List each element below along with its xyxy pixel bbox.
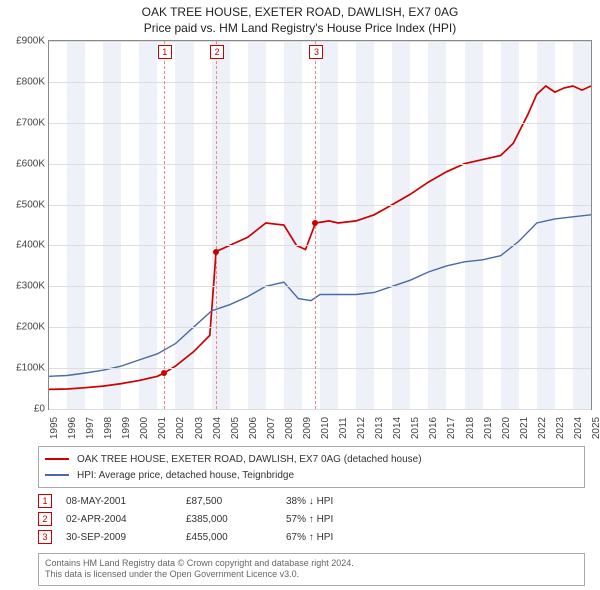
marker-table-date: 02-APR-2004	[66, 514, 186, 525]
x-tick-label: 2022	[537, 417, 548, 439]
chart-container: OAK TREE HOUSE, EXETER ROAD, DAWLISH, EX…	[0, 0, 600, 590]
title-line2: Price paid vs. HM Land Registry's House …	[0, 20, 600, 36]
y-tick-label: £400K	[3, 240, 45, 251]
gridline-h	[49, 286, 591, 287]
marker-table-num: 2	[38, 512, 52, 526]
y-tick-label: £100K	[3, 363, 45, 374]
footer-note: Contains HM Land Registry data © Crown c…	[38, 553, 585, 586]
x-tick-label: 2025	[591, 417, 600, 439]
x-tick-label: 2021	[519, 417, 530, 439]
x-tick-label: 1997	[85, 417, 96, 439]
marker-table-num: 1	[38, 494, 52, 508]
x-tick-label: 2024	[573, 417, 584, 439]
x-tick-label: 2017	[446, 417, 457, 439]
marker-line	[164, 41, 165, 409]
gridline-h	[49, 205, 591, 206]
markers-table: 1 08-MAY-2001£87,50038% ↓ HPI 2 02-APR-2004…	[38, 492, 585, 546]
legend-swatch	[45, 474, 69, 476]
title-line1: OAK TREE HOUSE, EXETER ROAD, DAWLISH, EX…	[0, 4, 600, 20]
y-tick-label: £200K	[3, 322, 45, 333]
x-tick-label: 2013	[374, 417, 385, 439]
chart-svg	[49, 41, 591, 409]
x-tick-label: 2014	[392, 417, 403, 439]
marker-line	[216, 41, 217, 409]
x-tick-label: 2001	[157, 417, 168, 439]
marker-box: 3	[309, 45, 323, 59]
series-line	[49, 215, 591, 376]
x-tick-label: 2004	[212, 417, 223, 439]
gridline-h	[49, 123, 591, 124]
y-tick-label: £900K	[3, 36, 45, 47]
legend-label: OAK TREE HOUSE, EXETER ROAD, DAWLISH, EX…	[77, 454, 422, 465]
x-tick-label: 2009	[302, 417, 313, 439]
x-tick-label: 2023	[555, 417, 566, 439]
marker-table-row: 3 30-SEP-2009£455,00067% ↑ HPI	[38, 528, 585, 546]
x-tick-label: 2006	[248, 417, 259, 439]
y-tick-label: £800K	[3, 76, 45, 87]
y-tick-label: £500K	[3, 199, 45, 210]
y-tick-label: £300K	[3, 281, 45, 292]
x-tick-label: 1996	[67, 417, 78, 439]
x-tick-label: 2018	[465, 417, 476, 439]
gridline-h	[49, 82, 591, 83]
legend: OAK TREE HOUSE, EXETER ROAD, DAWLISH, EX…	[38, 446, 585, 488]
footer-line2: This data is licensed under the Open Gov…	[45, 569, 578, 581]
x-tick-label: 2000	[139, 417, 150, 439]
legend-swatch	[45, 458, 69, 460]
sale-point	[161, 370, 167, 376]
x-tick-label: 2010	[320, 417, 331, 439]
marker-table-price: £385,000	[186, 514, 286, 525]
gridline-h	[49, 41, 591, 42]
y-tick-label: £700K	[3, 117, 45, 128]
legend-row: OAK TREE HOUSE, EXETER ROAD, DAWLISH, EX…	[45, 451, 578, 467]
x-tick-label: 2015	[410, 417, 421, 439]
marker-table-price: £87,500	[186, 496, 286, 507]
marker-box: 2	[210, 45, 224, 59]
x-tick-label: 1995	[49, 417, 60, 439]
marker-table-delta: 38% ↓ HPI	[286, 496, 333, 507]
marker-table-price: £455,000	[186, 532, 286, 543]
marker-table-date: 08-MAY-2001	[66, 496, 186, 507]
marker-table-num: 3	[38, 530, 52, 544]
sale-point	[213, 249, 219, 255]
chart-area: £0£100K£200K£300K£400K£500K£600K£700K£80…	[48, 40, 592, 410]
series-line	[49, 86, 591, 389]
x-tick-label: 2005	[230, 417, 241, 439]
marker-table-row: 1 08-MAY-2001£87,50038% ↓ HPI	[38, 492, 585, 510]
marker-table-date: 30-SEP-2009	[66, 532, 186, 543]
x-tick-label: 2016	[428, 417, 439, 439]
legend-row: HPI: Average price, detached house, Teig…	[45, 467, 578, 483]
gridline-h	[49, 245, 591, 246]
x-tick-label: 2020	[501, 417, 512, 439]
gridline-h	[49, 164, 591, 165]
x-tick-label: 1998	[103, 417, 114, 439]
gridline-h	[49, 327, 591, 328]
marker-box: 1	[158, 45, 172, 59]
chart-title: OAK TREE HOUSE, EXETER ROAD, DAWLISH, EX…	[0, 4, 600, 36]
y-tick-label: £600K	[3, 158, 45, 169]
x-tick-label: 2019	[483, 417, 494, 439]
x-tick-label: 2011	[338, 417, 349, 439]
x-tick-label: 2007	[266, 417, 277, 439]
sale-point	[312, 220, 318, 226]
gridline-h	[49, 409, 591, 410]
x-tick-label: 2002	[175, 417, 186, 439]
y-tick-label: £0	[3, 404, 45, 415]
x-tick-label: 1999	[121, 417, 132, 439]
marker-table-delta: 57% ↑ HPI	[286, 514, 333, 525]
legend-label: HPI: Average price, detached house, Teig…	[77, 470, 294, 481]
x-tick-label: 2008	[284, 417, 295, 439]
marker-table-row: 2 02-APR-2004£385,00057% ↑ HPI	[38, 510, 585, 528]
x-tick-label: 2012	[356, 417, 367, 439]
footer-line1: Contains HM Land Registry data © Crown c…	[45, 558, 578, 570]
gridline-h	[49, 368, 591, 369]
x-tick-label: 2003	[194, 417, 205, 439]
marker-table-delta: 67% ↑ HPI	[286, 532, 333, 543]
